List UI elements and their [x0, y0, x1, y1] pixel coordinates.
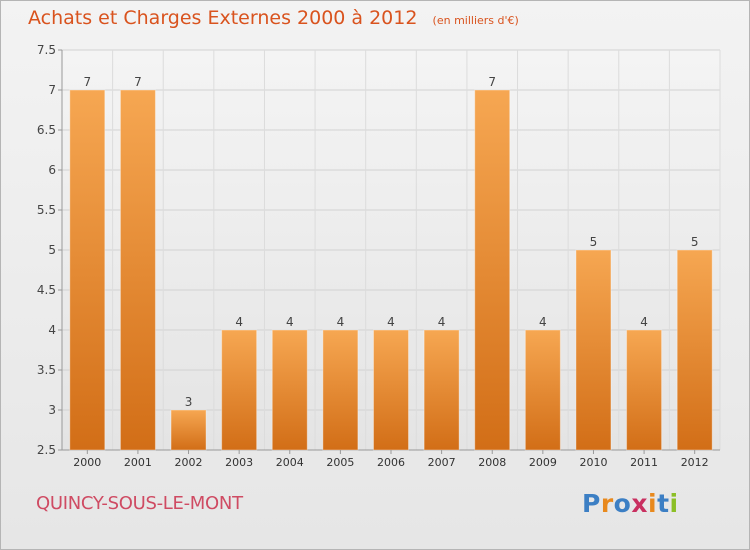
data-label: 4: [640, 315, 648, 329]
data-label: 4: [286, 315, 294, 329]
data-label: 4: [539, 315, 547, 329]
x-tick-label: 2004: [276, 456, 304, 469]
y-tick-label: 3.5: [37, 363, 56, 377]
data-label: 4: [438, 315, 446, 329]
x-tick-label: 2007: [428, 456, 456, 469]
y-tick-label: 4.5: [37, 283, 56, 297]
x-tick-label: 2000: [73, 456, 101, 469]
y-tick-label: 3: [48, 403, 56, 417]
data-label: 7: [83, 75, 91, 89]
x-tick-label: 2006: [377, 456, 405, 469]
x-tick-label: 2009: [529, 456, 557, 469]
bar: [525, 330, 561, 450]
x-tick-label: 2003: [225, 456, 253, 469]
y-tick-label: 6.5: [37, 123, 56, 137]
bar: [575, 250, 611, 450]
logo-letter: i: [669, 489, 679, 518]
x-tick-label: 2012: [681, 456, 709, 469]
y-tick-label: 7: [48, 83, 56, 97]
bar: [322, 330, 358, 450]
data-label: 3: [185, 395, 193, 409]
data-label: 5: [590, 235, 598, 249]
x-tick-label: 2001: [124, 456, 152, 469]
y-tick-label: 5: [48, 243, 56, 257]
logo-letter: o: [613, 489, 632, 518]
logo-letter: r: [600, 489, 614, 518]
y-tick-label: 2.5: [37, 443, 56, 457]
y-tick-label: 6: [48, 163, 56, 177]
logo-letter: i: [648, 489, 658, 518]
bar: [474, 90, 510, 450]
data-label: 4: [337, 315, 345, 329]
bar: [424, 330, 460, 450]
logo-letter: t: [657, 489, 670, 518]
data-label: 7: [134, 75, 142, 89]
data-label: 4: [235, 315, 243, 329]
x-tick-label: 2002: [175, 456, 203, 469]
bar: [626, 330, 662, 450]
data-label: 4: [387, 315, 395, 329]
data-label: 7: [488, 75, 496, 89]
title-row: Achats et Charges Externes 2000 à 2012 (…: [28, 7, 519, 29]
x-tick-label: 2010: [579, 456, 607, 469]
x-tick-label: 2008: [478, 456, 506, 469]
bar: [373, 330, 409, 450]
chart-subtitle: (en milliers d'€): [432, 14, 519, 27]
bar: [272, 330, 308, 450]
y-tick-label: 5.5: [37, 203, 56, 217]
bar: [171, 410, 207, 450]
proxiti-logo: Proxiti: [582, 489, 679, 518]
logo-letter: P: [582, 489, 601, 518]
bar: [221, 330, 257, 450]
bar: [120, 90, 156, 450]
x-tick-label: 2005: [326, 456, 354, 469]
logo-letter: x: [631, 489, 648, 518]
bar: [69, 90, 105, 450]
y-tick-label: 4: [48, 323, 56, 337]
bar: [677, 250, 713, 450]
commune-name: QUINCY-SOUS-LE-MONT: [36, 493, 243, 514]
chart-title: Achats et Charges Externes 2000 à 2012: [28, 7, 418, 29]
y-tick-label: 7.5: [37, 43, 56, 57]
x-tick-label: 2011: [630, 456, 658, 469]
data-label: 5: [691, 235, 699, 249]
